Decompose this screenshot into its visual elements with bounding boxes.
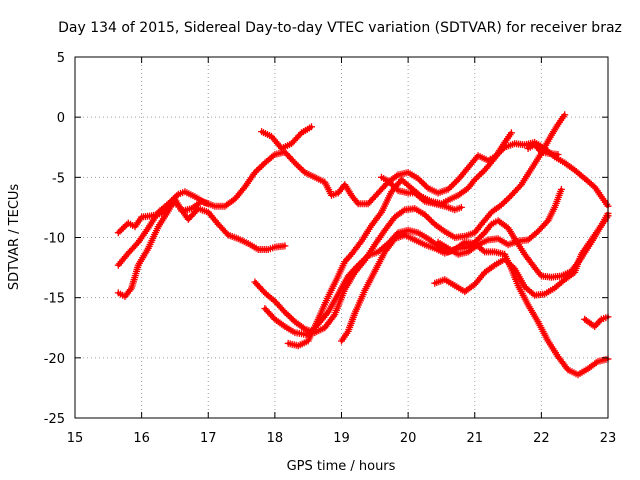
data-point-marker	[353, 263, 361, 271]
series-s11	[434, 185, 565, 258]
data-series	[114, 111, 612, 379]
data-point-marker	[446, 184, 454, 192]
series-s6	[261, 209, 612, 339]
data-point-marker	[204, 200, 212, 208]
y-axis-label: SDTVAR / TECUs	[7, 184, 22, 291]
data-point-marker	[489, 262, 497, 270]
x-tick-label: 16	[133, 431, 150, 446]
y-tick-label: 5	[57, 51, 65, 66]
y-tick-label: -15	[44, 292, 65, 307]
y-tick-label: 0	[57, 111, 65, 126]
series-s4	[258, 123, 315, 152]
series-s1	[114, 199, 289, 253]
data-point-marker	[296, 164, 304, 172]
data-point-marker	[281, 242, 289, 250]
data-point-marker	[479, 247, 487, 254]
data-point-marker	[474, 173, 482, 180]
data-point-marker	[289, 157, 297, 165]
x-tick-label: 18	[267, 431, 284, 446]
data-point-marker	[451, 179, 459, 187]
data-point-marker	[504, 258, 512, 266]
x-tick-label: 23	[600, 431, 617, 446]
data-point-marker	[116, 227, 124, 235]
series-s9	[378, 173, 465, 214]
data-point-marker	[509, 263, 517, 271]
data-point-marker	[354, 261, 362, 269]
chart-title: Day 134 of 2015, Sidereal Day-to-day VTE…	[58, 20, 622, 36]
data-point-marker	[426, 216, 434, 223]
axis-ticks: 15 16 17 18 19 20 21 22 23 -25 -20 -15 -10 -5 0 5	[44, 51, 617, 446]
series-s12	[524, 141, 562, 158]
data-point-marker	[308, 123, 315, 131]
data-point-marker	[260, 287, 267, 295]
data-point-marker	[554, 151, 562, 158]
x-tick-label: 22	[533, 431, 550, 446]
data-point-marker	[388, 180, 395, 188]
data-point-marker	[532, 229, 540, 237]
data-point-marker	[286, 313, 294, 321]
data-point-marker	[253, 167, 261, 175]
data-point-marker	[291, 159, 299, 167]
data-point-marker	[561, 111, 569, 119]
y-tick-label: -10	[44, 232, 65, 247]
x-tick-label: 19	[333, 431, 350, 446]
data-point-marker	[359, 256, 367, 264]
data-point-marker	[393, 172, 400, 180]
data-point-marker	[281, 308, 289, 316]
series-s3	[114, 195, 212, 300]
y-tick-label: -5	[52, 171, 65, 186]
x-tick-label: 15	[67, 431, 84, 446]
x-axis-label: GPS time / hours	[287, 459, 396, 474]
data-point-marker	[504, 195, 512, 203]
data-point-marker	[479, 168, 487, 176]
x-tick-label: 17	[200, 431, 217, 446]
data-point-marker	[393, 185, 400, 193]
x-tick-label: 20	[400, 431, 417, 446]
x-tick-label: 21	[466, 431, 483, 446]
data-point-marker	[421, 181, 429, 189]
data-point-marker	[121, 222, 129, 230]
series-s8	[338, 231, 612, 379]
data-point-marker	[457, 203, 465, 211]
data-point-marker	[479, 230, 487, 238]
y-tick-label: -25	[44, 412, 65, 427]
data-point-marker	[471, 176, 479, 184]
series-s13	[581, 313, 612, 330]
data-point-marker	[421, 211, 429, 219]
data-point-marker	[557, 185, 565, 193]
y-tick-label: -20	[44, 352, 65, 367]
data-point-marker	[258, 162, 266, 170]
data-point-marker	[416, 176, 424, 184]
data-point-marker	[499, 199, 507, 207]
data-point-marker	[279, 307, 287, 315]
data-point-marker	[507, 129, 515, 137]
